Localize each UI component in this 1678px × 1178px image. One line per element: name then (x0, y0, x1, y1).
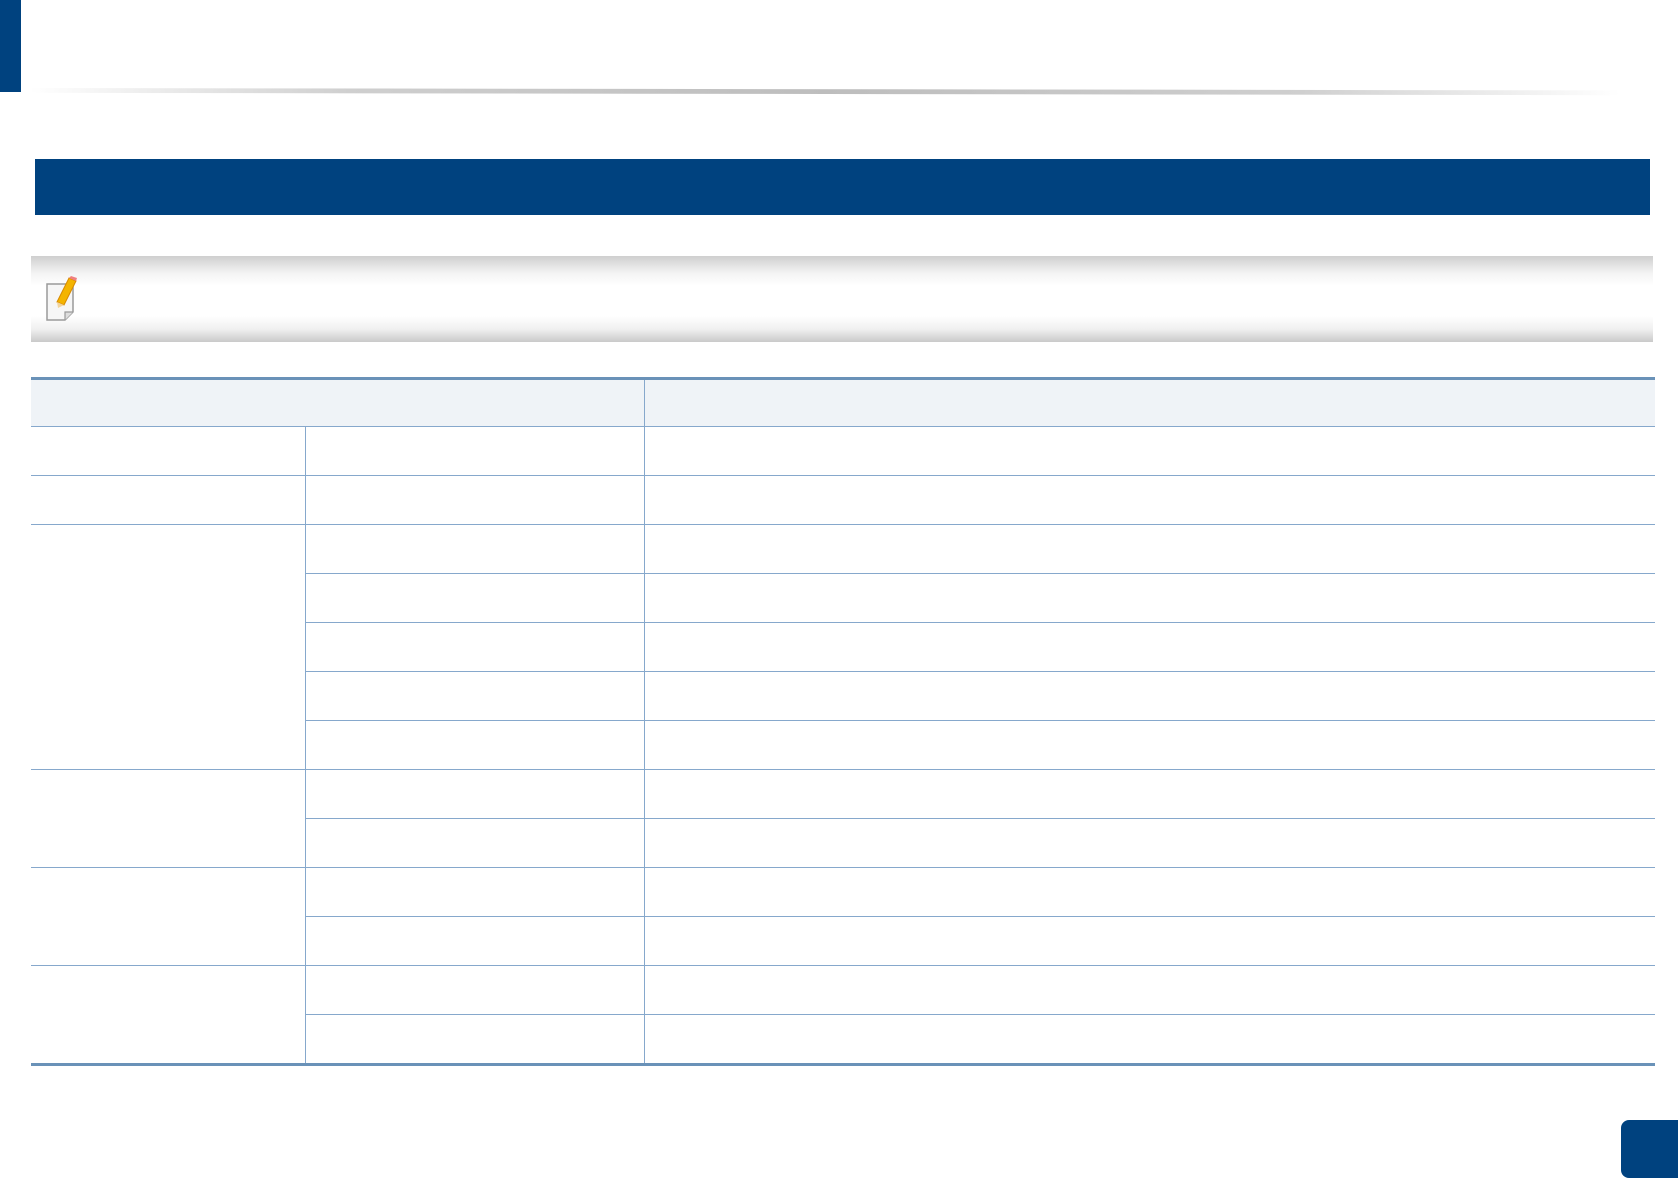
item-cell (305, 573, 645, 623)
group-label-cell (31, 769, 306, 868)
value-cell (644, 671, 1655, 721)
value-cell (644, 867, 1655, 917)
table-row (31, 524, 1655, 770)
value-cell (644, 573, 1655, 623)
group-label-cell (31, 867, 306, 966)
chapter-side-marker (0, 0, 21, 92)
item-cell (305, 965, 645, 1015)
header-divider (30, 88, 1620, 96)
value-cell (644, 622, 1655, 672)
table-row (31, 475, 1655, 525)
table-row (31, 916, 1655, 966)
value-cell (644, 475, 1655, 525)
value-cell (644, 1014, 1655, 1065)
item-cell (305, 475, 645, 525)
item-cell (305, 769, 645, 819)
item-cell (305, 671, 645, 721)
value-cell (644, 524, 1655, 574)
table-row (31, 965, 1655, 1065)
table-row (31, 769, 1655, 868)
table-row (31, 622, 1655, 672)
value-cell (644, 965, 1655, 1015)
table-row (31, 1014, 1655, 1065)
table-row (31, 720, 1655, 770)
item-cell (305, 916, 645, 966)
table-row (31, 671, 1655, 721)
item-cell (305, 524, 645, 574)
header-cell (31, 378, 645, 427)
note-pencil-icon (46, 276, 77, 321)
item-cell (305, 720, 645, 770)
value-cell (644, 720, 1655, 770)
value-cell (644, 426, 1655, 476)
item-cell (305, 1014, 645, 1065)
spec-table (31, 377, 1655, 1066)
value-cell (644, 769, 1655, 819)
note-box (31, 256, 1653, 342)
section-title-band (35, 159, 1650, 215)
header-cell (644, 378, 1655, 427)
group-label-cell (31, 524, 306, 770)
value-cell (644, 916, 1655, 966)
group-label-cell (31, 965, 306, 1065)
value-cell (644, 818, 1655, 868)
item-cell (305, 426, 645, 476)
table-header-row (31, 378, 1655, 427)
table-row (31, 867, 1655, 966)
item-cell (305, 867, 645, 917)
page-number-badge (1621, 1120, 1678, 1178)
group-label-cell (31, 475, 306, 525)
table-row (31, 573, 1655, 623)
item-cell (305, 622, 645, 672)
table-row (31, 818, 1655, 868)
table-row (31, 426, 1655, 476)
item-cell (305, 818, 645, 868)
group-label-cell (31, 426, 306, 476)
